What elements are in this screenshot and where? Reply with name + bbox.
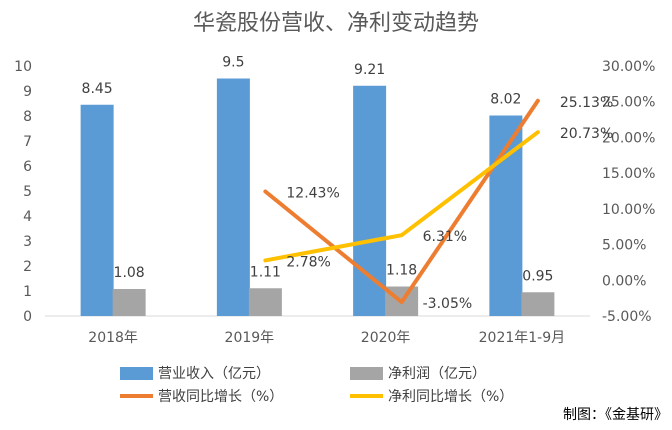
legend: 营业收入（亿元） 净利润（亿元） 营收同比增长（%） 净利同比增长（%） (120, 366, 513, 405)
chart-title: 华瓷股份营收、净利变动趋势 (193, 11, 479, 36)
right-axis: -5.00% 0.00% 5.00% 10.00% 15.00% 20.00% 25.00%… (602, 59, 655, 325)
left-axis-tick-label: 0 (23, 309, 32, 325)
bar-data-label: 1.08 (114, 265, 145, 281)
line-data-label: 20.73% (560, 126, 613, 142)
right-axis-tick-label: 10.00% (602, 202, 655, 218)
right-axis-tick-label: 15.00% (602, 166, 655, 182)
left-axis-tick-label: 3 (23, 234, 32, 250)
right-axis-tick-label: 25.00% (602, 95, 655, 111)
left-axis-tick-label: 4 (23, 209, 32, 225)
bar-data-label: 1.11 (250, 264, 281, 280)
x-axis-tick-label: 2019年 (225, 330, 275, 346)
bar-data-label: 8.02 (490, 92, 521, 108)
bar (248, 288, 282, 316)
right-axis-tick-label: 20.00% (602, 130, 655, 146)
x-axis-tick-label: 2021年1-9月 (479, 330, 566, 346)
bar (353, 85, 387, 316)
right-axis-tick-label: 30.00% (602, 59, 655, 75)
line-data-label: 6.31% (423, 229, 467, 245)
left-axis-tick-label: 6 (23, 159, 32, 175)
left-axis-tick-label: 8 (23, 109, 32, 125)
left-axis-tick-label: 10 (14, 59, 32, 75)
left-axis-tick-label: 7 (23, 134, 32, 150)
right-axis-tick-label: -5.00% (602, 309, 652, 325)
series-line (263, 130, 540, 263)
right-axis-tick-label: 0.00% (602, 273, 646, 289)
bar (80, 104, 114, 316)
legend-label: 营业收入（亿元） (158, 366, 270, 382)
line-data-label: -3.05% (423, 296, 473, 312)
legend-label: 净利同比增长（%） (388, 389, 513, 405)
bar-data-label: 8.45 (82, 81, 113, 97)
lines-layer (263, 98, 540, 305)
bar (521, 292, 555, 316)
left-axis-tick-label: 2 (23, 259, 32, 275)
x-axis-tick-label: 2018年 (88, 330, 138, 346)
legend-swatch-bar (120, 367, 153, 380)
bar-data-label: 0.95 (522, 268, 553, 284)
bar (216, 78, 250, 316)
bar-data-label: 1.18 (386, 263, 417, 279)
bar-data-label: 9.21 (354, 62, 385, 78)
left-axis-tick-label: 1 (23, 284, 32, 300)
legend-label: 净利润（亿元） (388, 366, 486, 382)
left-axis-tick-label: 5 (23, 184, 32, 200)
bars-layer (80, 78, 555, 316)
bar (112, 289, 146, 316)
line-data-label: 2.78% (286, 254, 330, 270)
credit-text: 制图：《金基研》 (563, 406, 668, 423)
left-axis: 0 1 2 3 4 5 6 7 8 9 10 (14, 59, 32, 325)
x-axis-tick-label: 2020年 (361, 330, 411, 346)
right-axis-tick-label: 5.00% (602, 238, 646, 254)
line-data-label: 25.13% (560, 95, 613, 111)
legend-swatch-bar (350, 367, 383, 380)
legend-label: 营收同比增长（%） (158, 389, 283, 405)
left-axis-tick-label: 9 (23, 84, 32, 100)
bar-data-label: 9.5 (222, 55, 244, 71)
data-labels-layer: 8.45 9.5 9.21 8.02 1.08 1.11 1.18 0.95 12.43% -3.… (82, 55, 614, 313)
line-data-label: 12.43% (286, 186, 339, 202)
